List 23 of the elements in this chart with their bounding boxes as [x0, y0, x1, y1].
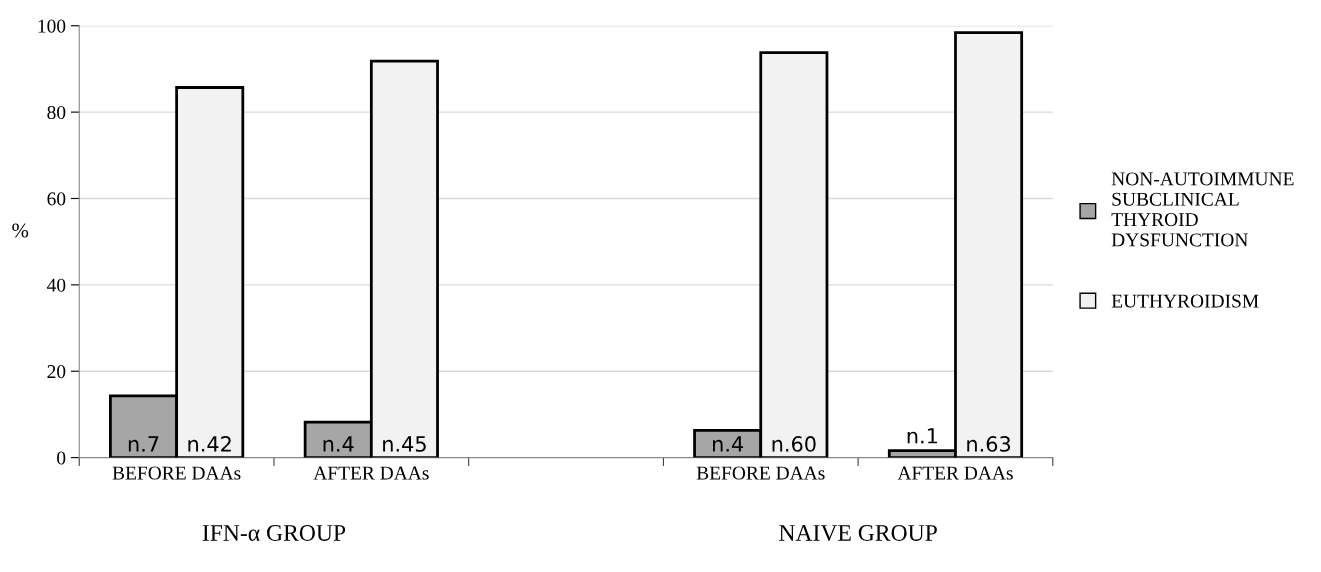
- y-tick-label: 40: [47, 278, 66, 292]
- data-label: n.7: [128, 436, 159, 452]
- data-label: n.45: [383, 436, 426, 452]
- text: NAIVE GROUP: [779, 525, 937, 542]
- data-label: n.60: [772, 436, 816, 452]
- data-label: n.42: [188, 436, 231, 452]
- legend-label: NON-AUTOIMMUNE SUBCLINICAL THYROID DYSFUNCTION: [1111, 172, 1294, 247]
- data-label: n.1: [907, 428, 937, 444]
- data-label: n.4: [713, 436, 744, 452]
- x-tick-label: AFTER DAAs: [897, 466, 1013, 480]
- y-tick-label: 0: [57, 451, 66, 465]
- x-tick-label: BEFORE DAAs: [112, 466, 241, 480]
- y-tick-label: 60: [47, 192, 66, 206]
- legend-label: EUTHYROIDISM: [1111, 294, 1259, 308]
- data-label: n.4: [323, 436, 354, 452]
- y-tick-label: 20: [47, 365, 66, 379]
- y-tick-label: 100: [38, 19, 66, 33]
- text: IFN-α GROUP: [202, 525, 346, 541]
- data-label: n.63: [967, 436, 1011, 452]
- y-tick-label: 80: [47, 105, 66, 120]
- x-tick-label: BEFORE DAAs: [696, 466, 825, 480]
- x-tick-label: AFTER DAAs: [313, 466, 429, 480]
- y-axis-title: %: [12, 223, 29, 238]
